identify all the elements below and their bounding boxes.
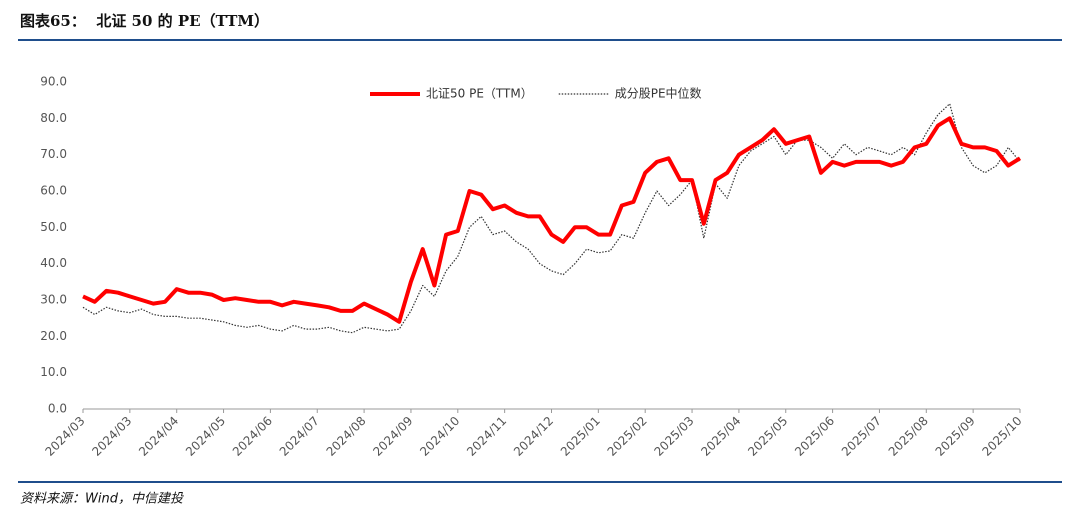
x-tick-label: 2025/10 bbox=[979, 414, 1024, 459]
x-tick-label: 2024/04 bbox=[136, 414, 181, 459]
x-tick-label: 2025/02 bbox=[605, 414, 650, 459]
y-tick-label: 90.0 bbox=[40, 75, 67, 89]
y-tick-label: 30.0 bbox=[40, 293, 67, 307]
y-tick-label: 60.0 bbox=[40, 184, 67, 198]
y-tick-label: 70.0 bbox=[40, 147, 67, 161]
x-tick-label: 2024/11 bbox=[464, 414, 509, 459]
series-line bbox=[82, 103, 1021, 334]
y-tick-label: 10.0 bbox=[40, 365, 67, 379]
x-tick-label: 2024/03 bbox=[42, 414, 87, 459]
x-tick-label: 2025/05 bbox=[745, 414, 790, 459]
x-tick-label: 2024/05 bbox=[183, 414, 228, 459]
y-tick-label: 80.0 bbox=[40, 111, 67, 125]
x-tick-label: 2024/07 bbox=[277, 414, 322, 459]
x-tick-label: 2024/03 bbox=[89, 414, 134, 459]
x-tick-label: 2024/09 bbox=[370, 414, 415, 459]
y-tick-label: 50.0 bbox=[40, 220, 67, 234]
source-note: 资料来源：Wind，中信建投 bbox=[20, 492, 184, 507]
x-tick-label: 2025/06 bbox=[792, 414, 837, 459]
x-tick-label: 2024/10 bbox=[417, 414, 462, 459]
y-tick-label: 40.0 bbox=[40, 256, 67, 270]
x-tick-label: 2025/04 bbox=[698, 414, 743, 459]
chart-title: 图表65： 北证 50 的 PE（TTM） bbox=[20, 12, 269, 30]
x-tick-label: 2025/01 bbox=[558, 414, 603, 459]
y-tick-label: 0.0 bbox=[48, 402, 67, 416]
x-tick-label: 2025/08 bbox=[886, 414, 931, 459]
legend-label: 北证50 PE（TTM） bbox=[426, 87, 533, 101]
x-tick-label: 2025/09 bbox=[933, 414, 978, 459]
x-tick-label: 2025/03 bbox=[651, 414, 696, 459]
legend-label: 成分股PE中位数 bbox=[615, 86, 702, 101]
x-tick-label: 2024/06 bbox=[230, 414, 275, 459]
x-tick-label: 2025/07 bbox=[839, 414, 884, 459]
x-tick-label: 2024/12 bbox=[511, 414, 556, 459]
y-tick-label: 20.0 bbox=[40, 329, 67, 343]
series-line bbox=[82, 116, 1022, 324]
x-tick-label: 2024/08 bbox=[324, 414, 369, 459]
